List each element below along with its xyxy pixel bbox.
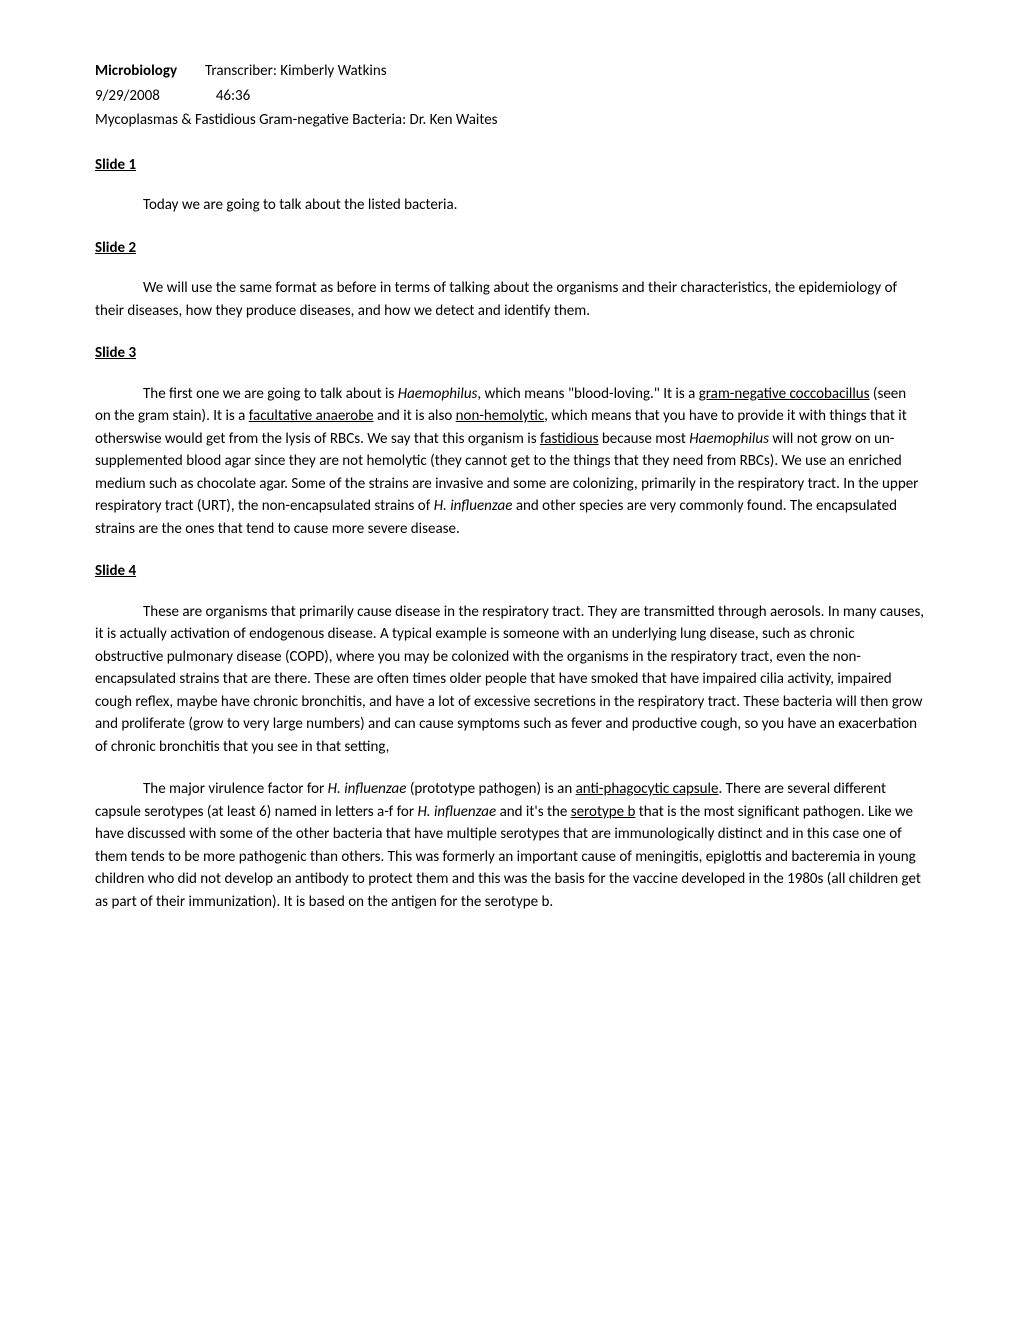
s4-text-b: (prototype pathogen) is an — [406, 780, 575, 798]
slide-3-paragraph: The first one we are going to talk about… — [95, 383, 925, 541]
document-header: Microbiology Transcriber: Kimberly Watkin… — [95, 60, 925, 132]
slide-1-heading: Slide 1 — [95, 154, 925, 177]
s4-text-a: The major virulence factor for — [143, 780, 328, 798]
s4-text-d: and it's the — [496, 803, 571, 821]
transcriber-label: Transcriber: Kimberly Watkins — [205, 62, 387, 80]
s3-facultative-anaerobe: facultative anaerobe — [249, 407, 374, 425]
s3-h-influenzae: H. influenzae — [434, 497, 513, 515]
s3-fastidious: fastidious — [540, 430, 599, 448]
s3-non-hemolytic: non-hemolytic — [456, 407, 545, 425]
slide-4-paragraph-1: These are organisms that primarily cause… — [95, 601, 925, 759]
slide-2-paragraph: We will use the same format as before in… — [95, 277, 925, 322]
s3-haemophilus: Haemophilus — [398, 385, 478, 403]
slide-4-paragraph-2: The major virulence factor for H. influe… — [95, 778, 925, 913]
s3-text-d: and it is also — [374, 407, 456, 425]
s3-haemophilus-2: Haemophilus — [689, 430, 769, 448]
slide-1-paragraph: Today we are going to talk about the lis… — [95, 194, 925, 217]
s4-h-influenzae: H. influenzae — [328, 780, 407, 798]
slide-3-heading: Slide 3 — [95, 342, 925, 365]
s3-text-f: because most — [599, 430, 690, 448]
slide-2-heading-text: Slide 2 — [95, 239, 136, 257]
header-line-2: 9/29/2008 46:36 — [95, 85, 925, 108]
lecture-date: 9/29/2008 — [95, 87, 160, 105]
header-line-3: Mycoplasmas & Fastidious Gram-negative B… — [95, 109, 925, 132]
s3-text-b: , which means "blood-loving." It is a — [477, 385, 698, 403]
s4-serotype-b: serotype b — [571, 803, 636, 821]
s3-gram-negative: gram-negative coccobacillus — [699, 385, 870, 403]
lecture-title: Mycoplasmas & Fastidious Gram-negative B… — [95, 111, 498, 129]
s4-anti-phagocytic-capsule: anti-phagocytic capsule — [576, 780, 719, 798]
lecture-time: 46:36 — [216, 87, 250, 105]
s3-text-a: The first one we are going to talk about… — [143, 385, 398, 403]
header-line-1: Microbiology Transcriber: Kimberly Watkin… — [95, 60, 925, 83]
slide-2-heading: Slide 2 — [95, 237, 925, 260]
s4-h-influenzae-2: H. influenzae — [417, 803, 496, 821]
slide-4-heading: Slide 4 — [95, 560, 925, 583]
course-label: Microbiology — [95, 62, 177, 80]
slide-3-heading-text: Slide 3 — [95, 344, 136, 362]
